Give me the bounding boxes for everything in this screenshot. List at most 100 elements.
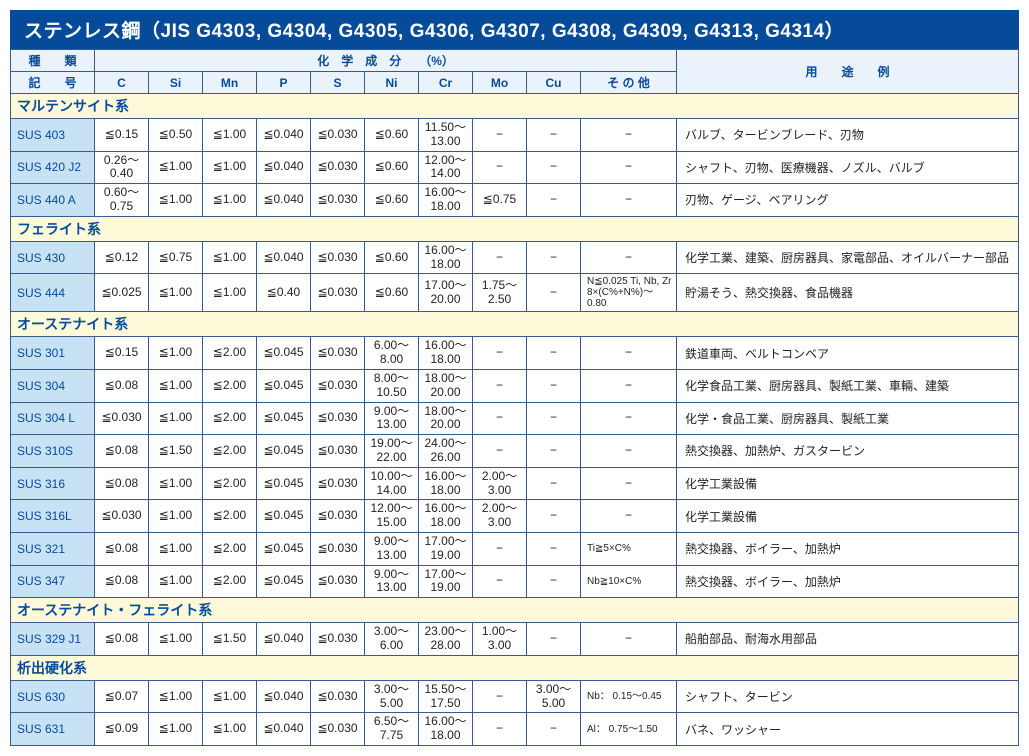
cell-mn: ≦1.00	[203, 241, 257, 274]
cell-mo: −	[473, 713, 527, 746]
cell-cu: −	[527, 402, 581, 435]
cell-s: ≦0.030	[311, 467, 365, 500]
row-label: SUS 329 J1	[11, 623, 95, 656]
col-ni: Ni	[365, 72, 419, 94]
cell-mo: 1.00～ 3.00	[473, 623, 527, 656]
cell-cr: 23.00～ 28.00	[419, 623, 473, 656]
table-row: SUS 316≦0.08≦1.00≦2.00≦0.045≦0.03010.00～…	[11, 467, 1019, 500]
cell-c: ≦0.15	[95, 337, 149, 370]
section-label: マルテンサイト系	[11, 94, 1019, 119]
cell-si: ≦1.00	[149, 402, 203, 435]
cell-c: ≦0.030	[95, 402, 149, 435]
cell-mn: ≦1.00	[203, 151, 257, 184]
cell-other: −	[581, 369, 677, 402]
cell-mn: ≦2.00	[203, 402, 257, 435]
row-label: SUS 420 J2	[11, 151, 95, 184]
cell-other: Nb≧10×C%	[581, 565, 677, 598]
cell-s: ≦0.030	[311, 623, 365, 656]
cell-other: −	[581, 500, 677, 533]
cell-si: ≦1.00	[149, 337, 203, 370]
cell-c: ≦0.12	[95, 241, 149, 274]
table-row: SUS 403≦0.15≦0.50≦1.00≦0.040≦0.030≦0.601…	[11, 119, 1019, 152]
col-p: P	[257, 72, 311, 94]
cell-c: ≦0.07	[95, 680, 149, 713]
cell-c: ≦0.08	[95, 565, 149, 598]
table-row: SUS 631≦0.09≦1.00≦1.00≦0.040≦0.0306.50～ …	[11, 713, 1019, 746]
cell-si: ≦1.00	[149, 623, 203, 656]
cell-mo: −	[473, 337, 527, 370]
section-row: フェライト系	[11, 216, 1019, 241]
cell-ni: ≦0.60	[365, 241, 419, 274]
cell-mo: ≦0.75	[473, 184, 527, 217]
cell-mo: −	[473, 680, 527, 713]
cell-s: ≦0.030	[311, 184, 365, 217]
cell-other: Nb： 0.15～0.45	[581, 680, 677, 713]
stainless-table: 種 類 化 学 成 分 （%） 用 途 例 記 号 C Si Mn P S Ni…	[10, 49, 1019, 746]
cell-usage: 化学工業設備	[677, 467, 1019, 500]
cell-mn: ≦2.00	[203, 337, 257, 370]
table-row: SUS 440 A0.60～ 0.75≦1.00≦1.00≦0.040≦0.03…	[11, 184, 1019, 217]
cell-mo: −	[473, 435, 527, 468]
cell-c: ≦0.08	[95, 623, 149, 656]
cell-cu: −	[527, 713, 581, 746]
cell-mn: ≦2.00	[203, 532, 257, 565]
row-label: SUS 403	[11, 119, 95, 152]
cell-ni: 3.00～ 6.00	[365, 623, 419, 656]
table-row: SUS 321≦0.08≦1.00≦2.00≦0.045≦0.0309.00～ …	[11, 532, 1019, 565]
title-bar: ステンレス鋼（JIS G4303, G4304, G4305, G4306, G…	[10, 10, 1019, 49]
table-row: SUS 630≦0.07≦1.00≦1.00≦0.040≦0.0303.00～ …	[11, 680, 1019, 713]
cell-ni: 3.00～ 5.00	[365, 680, 419, 713]
cell-cu: −	[527, 500, 581, 533]
cell-cr: 12.00～ 14.00	[419, 151, 473, 184]
cell-cr: 15.50～ 17.50	[419, 680, 473, 713]
cell-ni: ≦0.60	[365, 119, 419, 152]
cell-p: ≦0.040	[257, 151, 311, 184]
row-label: SUS 316L	[11, 500, 95, 533]
row-label: SUS 440 A	[11, 184, 95, 217]
cell-mo: −	[473, 565, 527, 598]
row-label: SUS 430	[11, 241, 95, 274]
cell-cu: −	[527, 337, 581, 370]
cell-mn: ≦2.00	[203, 467, 257, 500]
row-label: SUS 301	[11, 337, 95, 370]
col-mo: Mo	[473, 72, 527, 94]
cell-usage: 熱交換器、ボイラー、加熱炉	[677, 532, 1019, 565]
cell-mo: 2.00～ 3.00	[473, 467, 527, 500]
cell-c: ≦0.08	[95, 467, 149, 500]
cell-ni: 6.00～ 8.00	[365, 337, 419, 370]
cell-mn: ≦1.00	[203, 119, 257, 152]
cell-p: ≦0.040	[257, 713, 311, 746]
cell-cr: 18.00～ 20.00	[419, 369, 473, 402]
cell-ni: 10.00～ 14.00	[365, 467, 419, 500]
cell-mn: ≦2.00	[203, 500, 257, 533]
cell-si: ≦1.00	[149, 713, 203, 746]
cell-si: ≦1.00	[149, 467, 203, 500]
col-s: S	[311, 72, 365, 94]
row-label: SUS 444	[11, 274, 95, 312]
cell-mn: ≦1.00	[203, 680, 257, 713]
cell-usage: 化学・食品工業、厨房器具、製紙工業	[677, 402, 1019, 435]
row-label: SUS 630	[11, 680, 95, 713]
cell-usage: 熱交換器、加熱炉、ガスタービン	[677, 435, 1019, 468]
table-row: SUS 329 J1≦0.08≦1.00≦1.50≦0.040≦0.0303.0…	[11, 623, 1019, 656]
header-type: 種 類	[11, 50, 95, 72]
cell-c: ≦0.025	[95, 274, 149, 312]
cell-cu: −	[527, 565, 581, 598]
section-row: マルテンサイト系	[11, 94, 1019, 119]
cell-ni: 9.00～ 13.00	[365, 402, 419, 435]
section-label: オーステナイト系	[11, 312, 1019, 337]
cell-mn: ≦1.00	[203, 713, 257, 746]
cell-other: Ti≧5×C%	[581, 532, 677, 565]
cell-mo: 2.00～ 3.00	[473, 500, 527, 533]
table-row: SUS 444≦0.025≦1.00≦1.00≦0.40≦0.030≦0.601…	[11, 274, 1019, 312]
cell-cu: −	[527, 151, 581, 184]
cell-c: ≦0.030	[95, 500, 149, 533]
cell-cu: −	[527, 241, 581, 274]
cell-cu: −	[527, 274, 581, 312]
col-other: そ の 他	[581, 72, 677, 94]
cell-p: ≦0.040	[257, 184, 311, 217]
cell-s: ≦0.030	[311, 500, 365, 533]
cell-s: ≦0.030	[311, 119, 365, 152]
cell-usage: 船舶部品、耐海水用部品	[677, 623, 1019, 656]
cell-si: ≦1.00	[149, 565, 203, 598]
